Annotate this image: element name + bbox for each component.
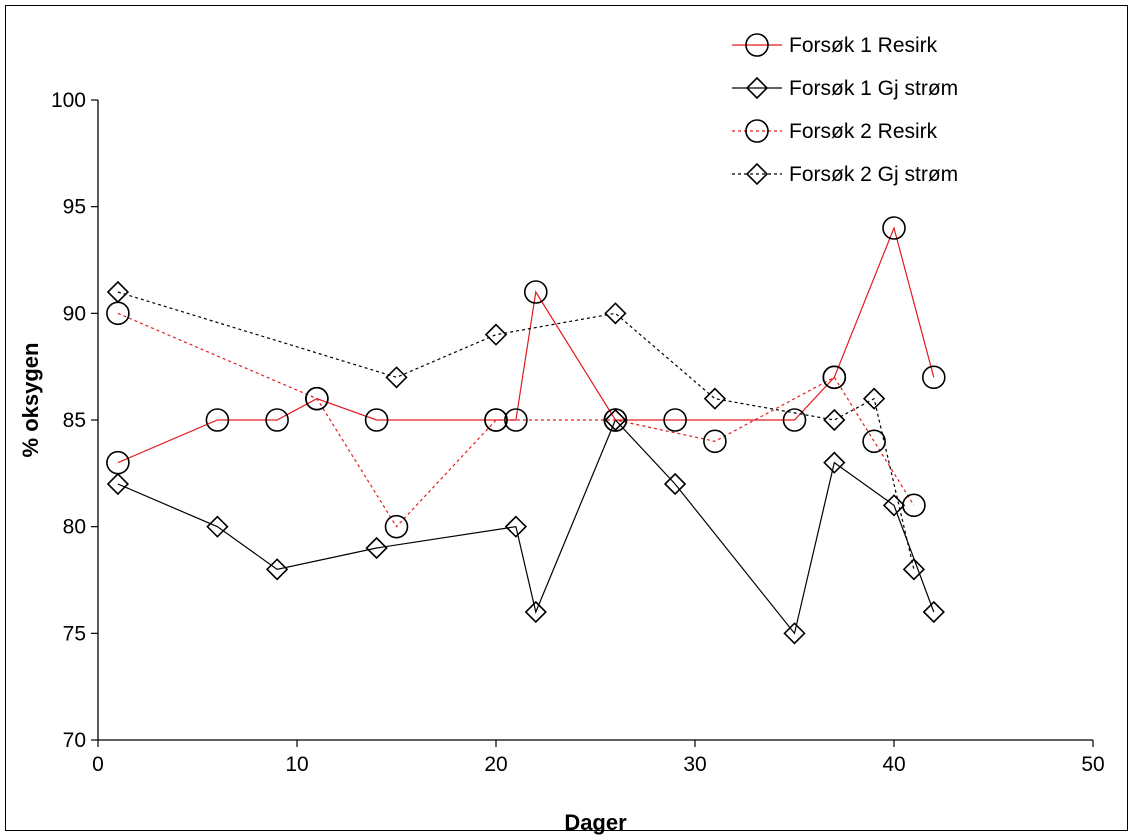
diamond-marker [783,622,806,645]
legend-circle-marker [745,119,769,143]
circle-marker [384,514,409,539]
circle-marker [305,386,329,411]
circle-marker [921,365,946,390]
legend-label: Forsøk 2 Resirk [789,120,938,143]
legend-entry: Forsøk 1 Gj strøm [732,76,958,100]
diamond-marker [106,472,130,496]
diamond-marker [604,408,627,432]
series-line [117,418,935,635]
y-tick-label: 75 [63,622,86,645]
circle-marker [882,216,906,240]
circle-marker [265,408,289,432]
series-2 [106,408,945,645]
x-tick-label: 0 [92,753,104,776]
diamond-marker [524,600,547,624]
circle-marker [484,408,508,432]
diamond-marker [922,600,945,624]
series-1 [106,216,946,475]
diamond-marker [604,302,627,325]
diamond-marker [206,515,229,538]
legend-entry: Forsøk 2 Resirk [732,119,938,143]
diamond-marker [823,451,846,474]
circle-marker [106,301,130,326]
chart-frame [5,5,1128,831]
legend-label: Forsøk 2 Gj strøm [789,163,958,186]
circle-marker [663,408,687,432]
x-tick-label: 10 [285,753,308,776]
y-tick-label: 70 [63,729,86,752]
axes: 70 75 80 85 90 95 100 0 10 20 30 40 50 [51,89,1105,776]
series-4 [106,280,926,581]
circle-marker [862,429,886,454]
diamond-marker [484,323,508,346]
x-tick-label: 50 [1081,753,1104,776]
legend-circle-marker [745,33,769,57]
series-line [117,312,915,528]
circle-marker [902,493,926,518]
circle-marker [782,408,807,432]
legend-label: Forsøk 1 Gj strøm [789,77,958,100]
diamond-marker [106,280,130,304]
diamond-marker [902,558,926,581]
y-tick-label: 85 [63,409,86,432]
x-tick-label: 30 [683,753,706,776]
y-tick-label: 100 [51,89,86,112]
diamond-marker [385,366,408,389]
series-layer [106,216,946,645]
diamond-marker [862,387,886,410]
legend-diamond-marker [745,76,769,100]
x-axis-title: Dager [564,810,627,835]
circle-marker [364,408,389,432]
legend-label: Forsøk 1 Resirk [789,34,938,57]
diamond-marker [663,472,687,496]
circle-marker [106,450,130,475]
y-tick-label: 80 [63,516,86,539]
diamond-marker [365,536,388,560]
diamond-marker [882,494,906,517]
y-axis-title: % oksygen [18,343,43,458]
x-tick-label: 40 [882,753,905,776]
legend-entry: Forsøk 2 Gj strøm [732,162,958,186]
series-3 [106,301,926,539]
legend: Forsøk 1 Resirk Forsøk 1 Gj strøm Forsøk 2… [732,33,958,186]
circle-marker [523,280,548,304]
circle-marker [703,429,727,454]
x-tick-label: 20 [484,753,507,776]
y-tick-label: 90 [63,302,86,325]
circle-marker [205,408,230,432]
series-line [117,226,935,464]
circle-marker [603,408,628,432]
legend-diamond-marker [745,162,769,186]
y-tick-label: 95 [63,196,86,219]
circle-marker [822,365,847,390]
diamond-marker [504,515,528,538]
diamond-marker [265,558,289,581]
legend-entry: Forsøk 1 Resirk [732,33,938,57]
diamond-marker [703,387,727,410]
diamond-marker [823,408,846,432]
